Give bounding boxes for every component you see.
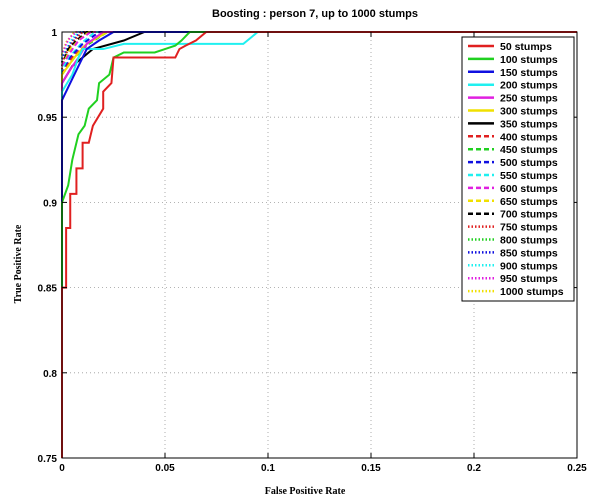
legend-label: 900 stumps: [500, 260, 558, 272]
legend-box: [461, 36, 575, 302]
legend-label: 100 stumps: [500, 54, 558, 66]
legend-label: 300 stumps: [500, 106, 558, 118]
series-line-50-stumps: [61, 31, 577, 458]
legend-label: 350 stumps: [500, 118, 558, 130]
legend-label: 400 stumps: [500, 131, 558, 143]
y-tick-label: 0.8: [43, 369, 57, 380]
y-axis-label: True Positive Rate: [13, 224, 24, 303]
y-tick-label: 1: [51, 28, 57, 39]
x-axis-ticks: 0 0.05 0.1 0.15 0.2 0.25: [59, 32, 587, 474]
x-tick-label: 0: [59, 463, 65, 474]
legend-label: 750 stumps: [500, 222, 558, 234]
legend-label: 50 stumps: [500, 41, 552, 53]
legend-label: 150 stumps: [500, 67, 558, 79]
x-tick-label: 0.2: [467, 463, 481, 474]
legend-label: 250 stumps: [500, 93, 558, 105]
legend-label: 450 stumps: [500, 144, 558, 156]
y-tick-label: 0.85: [38, 284, 58, 295]
legend-label: 800 stumps: [500, 235, 558, 247]
legend-label: 850 stumps: [500, 247, 558, 259]
legend-label: 650 stumps: [500, 196, 558, 208]
x-tick-label: 0.15: [361, 463, 381, 474]
y-tick-label: 0.95: [38, 113, 58, 124]
legend-label: 500 stumps: [500, 157, 558, 169]
x-tick-label: 0.1: [261, 463, 275, 474]
legend-label: 700 stumps: [500, 209, 558, 221]
chart-title: Boosting : person 7, up to 1000 stumps: [212, 8, 418, 20]
y-tick-label: 0.9: [43, 198, 57, 209]
legend-label: 550 stumps: [500, 170, 558, 182]
x-tick-label: 0.05: [155, 463, 175, 474]
legend-label: 950 stumps: [500, 273, 558, 285]
series-line-200-stumps: [61, 31, 577, 458]
legend-label: 600 stumps: [500, 183, 558, 195]
legend-label: 1000 stumps: [500, 286, 564, 298]
x-tick-label: 0.25: [567, 463, 587, 474]
legend-label: 200 stumps: [500, 80, 558, 92]
series-line-150-stumps: [61, 31, 577, 458]
x-axis-label: False Positive Rate: [265, 486, 346, 497]
y-tick-label: 0.75: [38, 454, 58, 465]
series-line-100-stumps: [61, 31, 577, 458]
plot-frame: [61, 31, 578, 459]
